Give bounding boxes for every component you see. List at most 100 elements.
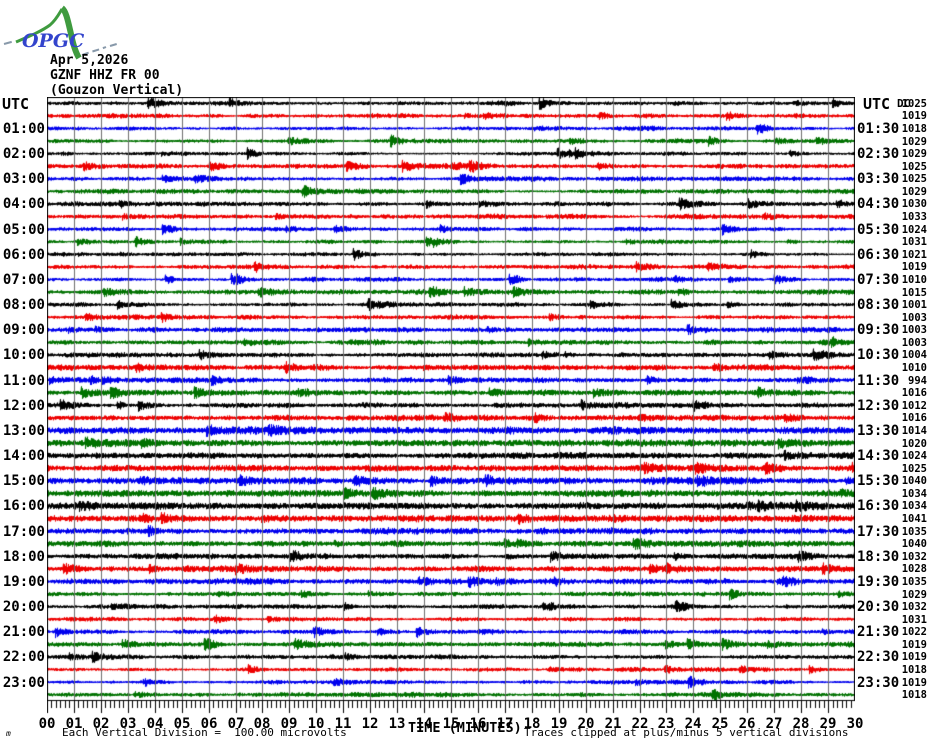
dc-offset-value: 1033 [901,211,927,223]
dc-offset-value: 1001 [901,299,927,311]
dc-offset-value: 1024 [901,224,927,236]
row-end-time-label: 22:30 [857,649,900,665]
x-tick-label: 17 [496,716,514,732]
row-start-time-label: 13:00 [2,423,45,439]
dc-offset-value: 1004 [901,349,927,361]
row-start-time-label: 06:00 [2,247,45,263]
row-end-time-label: 15:30 [857,473,900,489]
row-start-time-label: 03:00 [2,171,45,187]
row-start-time-label: 10:00 [2,347,45,363]
x-tick-label: 15 [442,716,460,732]
row-start-time-label: 15:00 [2,473,45,489]
row-start-time-label: 17:00 [2,524,45,540]
dc-offset-value: 1019 [901,639,927,651]
dc-offset-value: 1029 [901,148,927,160]
row-end-time-label: 11:30 [857,373,900,389]
logo-text: OPGC [22,30,84,52]
x-tick-label: 30 [846,716,864,732]
x-tick-label: 00 [38,716,56,732]
row-start-time-label: 04:00 [2,196,45,212]
x-tick-label: 22 [631,716,649,732]
station-label: GZNF HHZ FR 00 [50,68,160,83]
x-tick-label: 01 [65,716,83,732]
row-end-time-label: 16:30 [857,498,900,514]
row-end-time-label: 17:30 [857,524,900,540]
logo-curve-thin [15,8,64,44]
row-end-time-label: 13:30 [857,423,900,439]
dc-offset-value: 1016 [901,387,927,399]
row-end-time-label: 18:30 [857,549,900,565]
x-tick-label: 03 [119,716,137,732]
x-tick-label: 05 [173,716,191,732]
dc-offset-value: 1020 [901,438,927,450]
dc-offset-value: 1016 [901,412,927,424]
date-label: Apr 5,2026 [50,53,129,68]
row-end-time-label: 10:30 [857,347,900,363]
x-tick-label: 12 [361,716,379,732]
x-tick-label: 27 [765,716,783,732]
logo-dash-left [3,40,16,45]
x-tick-label: 23 [657,716,675,732]
x-tick-label: 04 [146,716,164,732]
row-start-time-label: 21:00 [2,624,45,640]
dc-offset-value: 1032 [901,601,927,613]
row-end-time-label: 12:30 [857,398,900,414]
dc-offset-value: 1018 [901,664,927,676]
opgc-logo: OPGC [3,5,121,60]
dc-offset-value: 1029 [901,589,927,601]
dc-offset-value: 1022 [901,626,927,638]
dc-offset-value: 1034 [901,488,927,500]
x-tick-label: 07 [227,716,245,732]
helicorder-traces [47,97,855,715]
dc-offset-value: 1021 [901,249,927,261]
utc-left-header: UTC [2,95,30,113]
dc-offset-value: 1019 [901,110,927,122]
row-start-time-label: 02:00 [2,146,45,162]
dc-offset-value: 1035 [901,576,927,588]
dc-offset-value: 1019 [901,651,927,663]
dc-offset-value: 1003 [901,324,927,336]
row-end-time-label: 19:30 [857,574,900,590]
dc-offset-value: 1003 [901,312,927,324]
x-tick-label: 29 [819,716,837,732]
logo-curve-thick [59,5,82,60]
row-end-time-label: 21:30 [857,624,900,640]
row-start-time-label: 20:00 [2,599,45,615]
x-tick-label: 06 [200,716,218,732]
dc-offset-value: 1003 [901,337,927,349]
row-end-time-label: 07:30 [857,272,900,288]
dc-offset-value: 1025 [901,463,927,475]
row-start-time-label: 07:00 [2,272,45,288]
clip-note: Traces clipped at plus/minus 5 vertical … [524,726,849,739]
row-start-time-label: 23:00 [2,675,45,691]
row-start-time-label: 09:00 [2,322,45,338]
dc-offset-value: 1010 [901,274,927,286]
dc-offset-value: 1018 [901,123,927,135]
dc-offset-value: 1040 [901,475,927,487]
scale-note: Each Vertical Division = 100.00 microvol… [62,726,347,739]
row-end-time-label: 03:30 [857,171,900,187]
dc-offset-value: 1025 [901,161,927,173]
dc-offset-value: 1041 [901,513,927,525]
dc-offset-value: 1025 [901,173,927,185]
x-tick-label: 25 [711,716,729,732]
x-tick-label: 08 [253,716,271,732]
row-start-time-label: 22:00 [2,649,45,665]
row-end-time-label: 14:30 [857,448,900,464]
x-tick-label: 14 [415,716,433,732]
dc-offset-value: 1040 [901,538,927,550]
dc-offset-value: 1029 [901,186,927,198]
dc-offset-value: 1029 [901,136,927,148]
x-tick-label: 16 [469,716,487,732]
channel-location-label: (Gouzon Vertical) [50,83,184,98]
dc-offset-value: 1025 [901,98,927,110]
x-tick-label: 24 [684,716,702,732]
x-tick-label: 19 [550,716,568,732]
x-tick-label: 09 [280,716,298,732]
x-tick-label: 21 [604,716,622,732]
dc-offset-value: 1028 [901,563,927,575]
row-end-time-label: 01:30 [857,121,900,137]
logo-dash-right [81,42,121,56]
dc-offset-value: 1018 [901,689,927,701]
